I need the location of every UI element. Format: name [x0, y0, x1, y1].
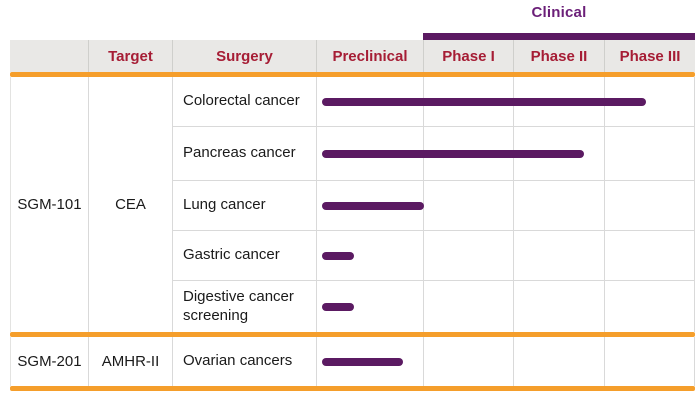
header-cell-preclinical: Preclinical — [316, 40, 423, 72]
progress-track-ovarian — [316, 337, 695, 386]
indication-digestive-cancer-screening: Digestive cancer screening — [172, 281, 316, 332]
product-sgm-201: SGM-201 — [10, 337, 88, 386]
header-cell-blank — [10, 40, 88, 72]
indication-gastric-cancer: Gastric cancer — [172, 231, 316, 281]
target-cea: CEA — [88, 77, 172, 332]
progress-bar-lung — [322, 201, 424, 210]
pipeline-table: Clinical Target Surgery Preclinical Phas… — [10, 0, 695, 391]
progress-track-digestive — [316, 281, 695, 332]
progress-bar-digestive — [322, 302, 355, 311]
progress-bar-colorectal — [322, 97, 646, 106]
progress-track-lung — [316, 181, 695, 231]
header-cell-surgery: Surgery — [172, 40, 316, 72]
progress-track-gastric — [316, 231, 695, 281]
progress-bar-pancreas — [322, 149, 585, 158]
divider-top — [10, 72, 695, 77]
indication-colorectal-cancer: Colorectal cancer — [172, 77, 316, 127]
progress-track-pancreas — [316, 127, 695, 181]
header-cell-phase1: Phase I — [423, 40, 513, 72]
indication-pancreas-cancer: Pancreas cancer — [172, 127, 316, 181]
header-cell-phase2: Phase II — [513, 40, 604, 72]
divider-bottom — [10, 386, 695, 391]
clinical-banner: Clinical — [423, 0, 695, 40]
target-amhr-ii: AMHR-II — [88, 337, 172, 386]
clinical-title: Clinical — [531, 4, 587, 21]
progress-bar-gastric — [322, 251, 355, 260]
progress-bar-ovarian — [322, 357, 403, 366]
header-cell-target: Target — [88, 40, 172, 72]
indication-lung-cancer: Lung cancer — [172, 181, 316, 231]
header-cell-phase3: Phase III — [604, 40, 695, 72]
divider-middle — [10, 332, 695, 337]
product-sgm-101: SGM-101 — [10, 77, 88, 332]
indication-ovarian-cancers: Ovarian cancers — [172, 337, 316, 386]
progress-track-colorectal — [316, 77, 695, 127]
clinical-span-bar — [423, 33, 695, 40]
